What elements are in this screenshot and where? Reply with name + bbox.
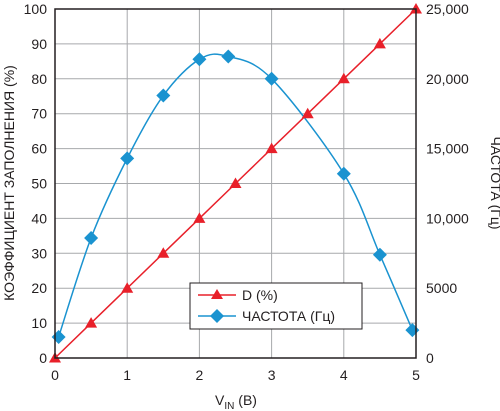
data-point-frequency [221, 49, 236, 64]
y-left-tick-label: 30 [31, 245, 47, 261]
data-point-frequency [336, 166, 351, 181]
plot-frame [54, 8, 417, 359]
legend-triangle-icon [211, 289, 223, 299]
x-axis-title-unit: (B) [234, 392, 257, 408]
legend-label-freq: ЧАСТОТА (Гц) [242, 308, 335, 324]
data-point-frequency [84, 230, 99, 245]
data-point-frequency [372, 247, 387, 262]
y-left-tick-label: 40 [31, 210, 47, 226]
data-point-frequency [264, 71, 279, 86]
data-point-d [193, 212, 206, 223]
x-tick-label: 2 [196, 367, 204, 383]
x-tick-label: 3 [268, 367, 276, 383]
data-point-frequency [156, 88, 171, 103]
y-left-tick-label: 0 [39, 350, 47, 366]
legend-diamond-icon [210, 309, 224, 323]
y-right-tick-label: 0 [426, 350, 434, 366]
x-axis-title: VIN (B) [215, 392, 257, 411]
y-left-tick-label: 70 [31, 106, 47, 122]
y-left-tick-label: 10 [31, 315, 47, 331]
data-point-d [157, 247, 170, 258]
y-right-tick-label: 10,000 [426, 210, 469, 226]
x-tick-label: 4 [340, 367, 348, 383]
data-point-d [373, 37, 386, 49]
legend-box [189, 282, 363, 330]
y-axis-title-left: КОЭФФИЦИЕНТ ЗАПОЛНЕНИЯ (%) [1, 65, 17, 301]
data-point-d [85, 317, 98, 328]
x-axis-title-sub: IN [224, 401, 234, 411]
series-line-frequency [57, 53, 414, 338]
y-right-tick-label: 25,000 [426, 1, 469, 17]
y-axis-title-right: ЧАСТОТА (Гц) [488, 136, 500, 229]
y-right-tick-label: 20,000 [426, 71, 469, 87]
data-point-d [337, 72, 350, 84]
legend: D (%) ЧАСТОТА (Гц) [189, 282, 363, 330]
data-point-d [265, 142, 278, 154]
x-axis-title-main: V [215, 392, 225, 408]
legend-label-d: D (%) [242, 287, 278, 303]
y-right-tick-label: 5000 [426, 280, 457, 296]
data-point-d [121, 282, 134, 293]
data-point-frequency [120, 151, 135, 166]
y-left-tick-label: 50 [31, 176, 47, 192]
y-right-tick-label: 15,000 [426, 141, 469, 157]
data-point-d [229, 177, 242, 188]
x-tick-label: 1 [123, 367, 131, 383]
y-left-tick-label: 80 [31, 71, 47, 87]
y-left-tick-label: 60 [31, 141, 47, 157]
x-tick-label: 0 [51, 367, 59, 383]
data-point-d [301, 107, 314, 119]
y-left-tick-label: 20 [31, 280, 47, 296]
x-tick-label: 5 [412, 367, 420, 383]
tick-labels: 0 1 2 3 4 501020304050607080901000500010,0001… [24, 1, 469, 383]
data-point-frequency [192, 52, 207, 67]
y-left-tick-label: 90 [31, 36, 47, 52]
y-left-tick-label: 100 [24, 1, 48, 17]
